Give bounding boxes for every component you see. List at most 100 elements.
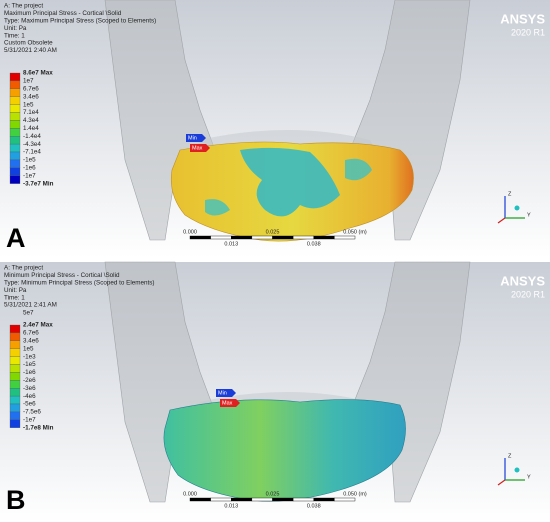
scale-segment xyxy=(251,497,273,502)
scale-segment xyxy=(272,235,294,240)
legend-label: 3.4e6 xyxy=(23,93,39,100)
legend-label: -3e6 xyxy=(23,385,36,392)
legend-label: 5e7 xyxy=(23,310,34,317)
scale-label: 0.038 xyxy=(307,503,321,509)
legend-label: 6.7e6 xyxy=(23,85,39,92)
legend-label: -1e7 xyxy=(23,416,36,423)
logo: ANSYS xyxy=(500,273,545,288)
max-marker xyxy=(220,399,240,407)
legend-swatch xyxy=(9,112,21,121)
legend-swatch xyxy=(9,175,21,184)
axis-label: Z xyxy=(508,191,512,197)
scale-segment xyxy=(251,235,273,240)
legend-label: -1e7 xyxy=(23,172,36,179)
legend-label: -5e6 xyxy=(23,401,36,408)
legend-label: -1e6 xyxy=(23,164,36,171)
scale-label: 0.050 (m) xyxy=(343,491,367,497)
legend-label: 1e5 xyxy=(23,101,34,108)
legend-swatch xyxy=(9,159,21,168)
legend-swatch xyxy=(9,380,21,389)
legend-swatch xyxy=(9,324,21,334)
legend-label: -1.7e8 Min xyxy=(23,424,54,431)
legend-swatch xyxy=(9,96,21,105)
legend-label: -1e5 xyxy=(23,361,36,368)
axis-origin xyxy=(514,467,520,473)
max-marker xyxy=(190,144,210,152)
axis-x xyxy=(497,217,506,224)
legend-label: -1.4e4 xyxy=(23,133,41,140)
legend-label: 8.6e7 Max xyxy=(23,70,53,77)
legend-label: 1e7 xyxy=(23,78,34,85)
axis-label: Z xyxy=(508,453,512,459)
panel-letter: B xyxy=(6,485,26,515)
scale-segment xyxy=(231,235,253,240)
axis-origin xyxy=(514,205,520,211)
min-marker xyxy=(186,134,206,142)
panel-b xyxy=(0,261,550,522)
scale-segment xyxy=(210,497,232,502)
legend-label: 7.1e4 xyxy=(23,109,39,116)
legend-swatch xyxy=(9,403,21,413)
scale-label: 0.000 xyxy=(183,229,197,235)
legend-swatch xyxy=(9,128,21,137)
legend-swatch xyxy=(9,411,21,420)
max-label: Max xyxy=(222,400,233,406)
header-line: Maximum Principal Stress - Cortical \Sol… xyxy=(4,10,122,17)
header-line: Type: Minimum Principal Stress (Scoped t… xyxy=(4,279,154,286)
scale-label: 0.025 xyxy=(266,229,280,235)
header-line: Custom Obsolete xyxy=(4,40,53,47)
legend-label: -7.5e6 xyxy=(23,409,41,416)
legend-label: 1.4e4 xyxy=(23,125,39,132)
separator xyxy=(0,258,550,262)
legend-swatch xyxy=(9,364,21,373)
legend-swatch xyxy=(9,143,21,153)
legend-swatch xyxy=(9,356,21,365)
header-line: A: The project xyxy=(4,265,43,272)
scale-segment xyxy=(334,497,356,502)
logo: ANSYS xyxy=(500,11,545,26)
legend-label: 2.4e7 Max xyxy=(23,322,53,329)
legend-label: -1e5 xyxy=(23,157,36,164)
legend-swatch xyxy=(9,395,21,405)
legend-swatch xyxy=(9,151,21,161)
legend-swatch xyxy=(9,167,21,176)
header-line: 5/31/2021 2:40 AM xyxy=(4,47,57,54)
scale-segment xyxy=(313,235,335,240)
legend-swatch xyxy=(9,104,21,113)
min-marker xyxy=(216,389,236,397)
legend-swatch xyxy=(9,80,21,89)
legend-swatch xyxy=(9,332,21,341)
legend-label: -4.3e4 xyxy=(23,141,41,148)
logo-version: 2020 R1 xyxy=(511,289,545,299)
axis-label: Y xyxy=(527,474,531,480)
legend-label: -1e6 xyxy=(23,369,36,376)
legend-label: 4.3e4 xyxy=(23,117,39,124)
legend-swatch xyxy=(9,88,21,97)
scale-label: 0.000 xyxy=(183,491,197,497)
legend-label: -4e6 xyxy=(23,393,36,400)
header-line: Type: Maximum Principal Stress (Scoped t… xyxy=(4,17,156,24)
scale-segment xyxy=(272,497,294,502)
header-line: Minimum Principal Stress - Cortical \Sol… xyxy=(4,272,120,279)
scale-segment xyxy=(189,235,211,240)
legend-swatch xyxy=(9,120,21,129)
scale-segment xyxy=(334,235,356,240)
scale-segment xyxy=(210,235,232,240)
legend-swatch xyxy=(9,348,21,357)
max-label: Max xyxy=(192,145,203,151)
legend-swatch xyxy=(9,372,21,381)
legend-swatch xyxy=(9,388,21,397)
scale-segment xyxy=(292,497,314,502)
scale-label: 0.013 xyxy=(224,503,238,509)
axis-x xyxy=(497,479,506,486)
min-label: Min xyxy=(218,390,227,396)
legend-label: -1e3 xyxy=(23,353,36,360)
scale-label: 0.013 xyxy=(224,241,238,247)
legend-label: 3.4e6 xyxy=(23,337,39,344)
stress-region xyxy=(205,199,230,216)
stress-region xyxy=(345,158,372,181)
scale-label: 0.025 xyxy=(266,491,280,497)
legend-label: -3.7e7 Min xyxy=(23,180,54,187)
